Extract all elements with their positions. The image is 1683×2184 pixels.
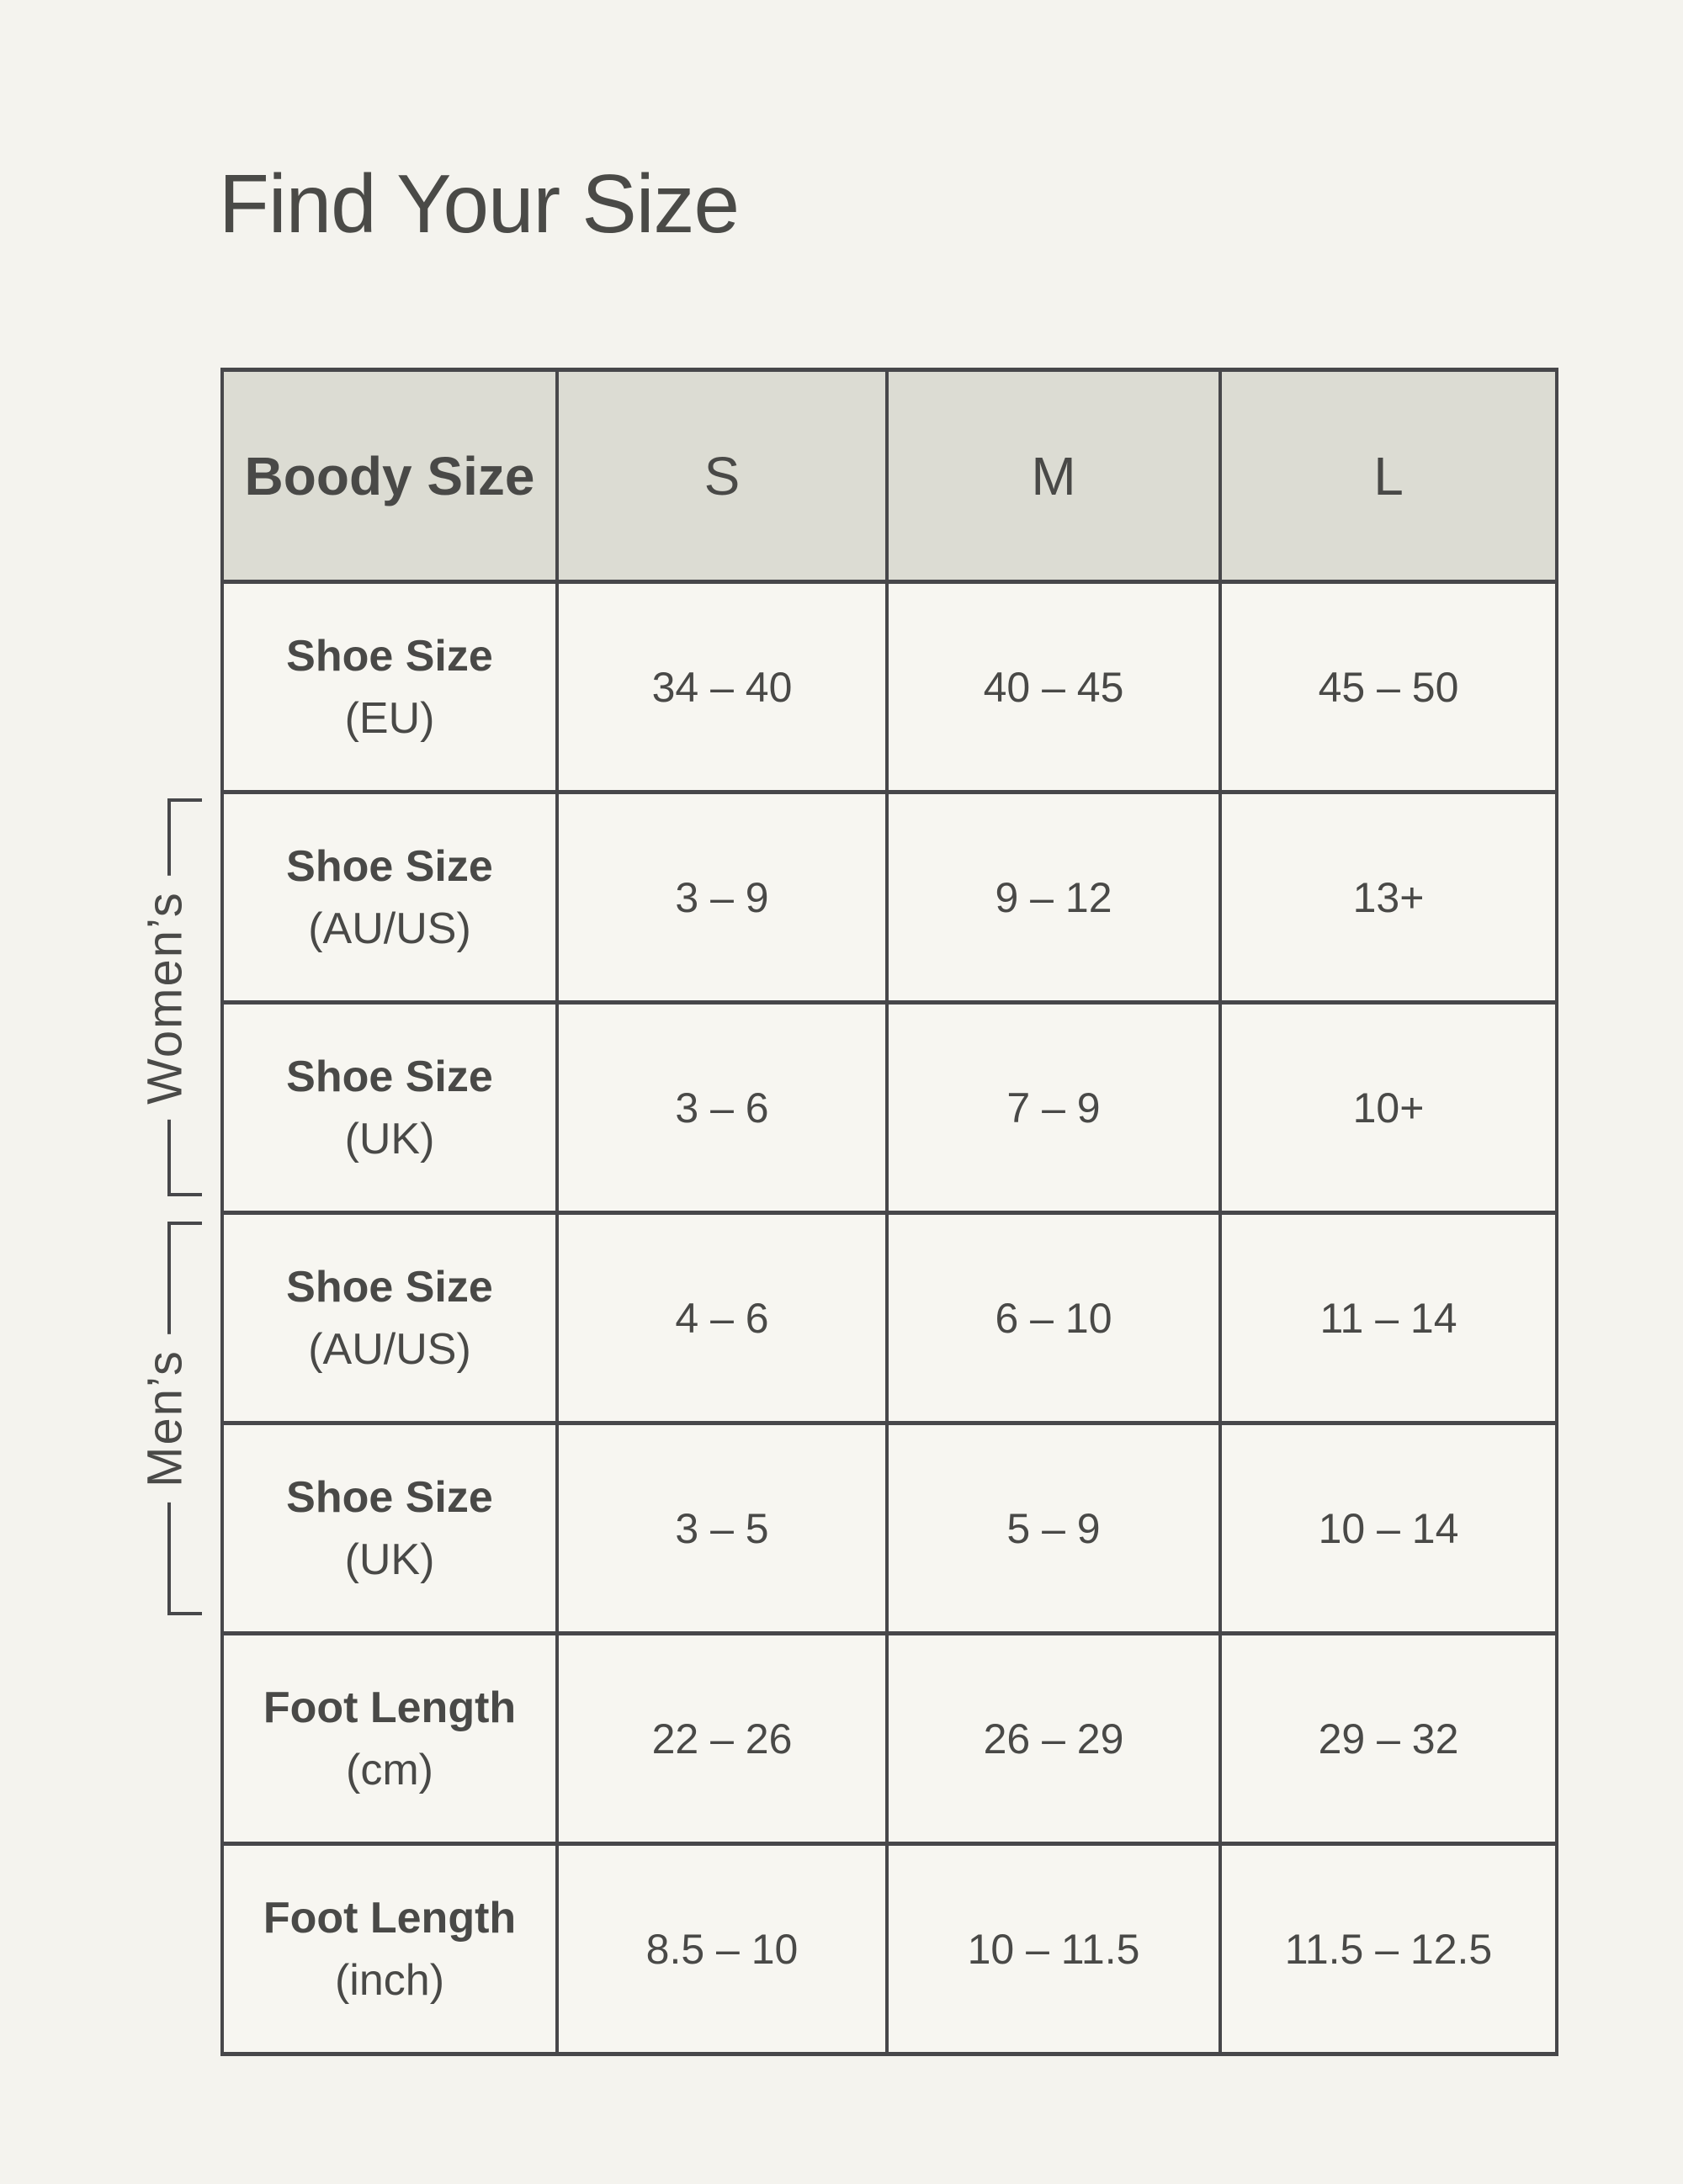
table-row-shoe-au-us-mens: Shoe Size (AU/US) 4 – 6 6 – 10 11 – 14 (220, 1211, 1558, 1425)
cell-size-m: 6 – 10 (885, 1211, 1222, 1425)
row-label-cell: Shoe Size (UK) (220, 1000, 559, 1215)
cell-size-l: 13+ (1218, 790, 1558, 1005)
row-label-cell: Foot Length (cm) (220, 1631, 559, 1846)
mens-group-label: Men’s (136, 1334, 194, 1503)
cell-size-s: 3 – 6 (555, 1000, 889, 1215)
header-row: Boody Size S M L (220, 368, 1558, 584)
header-size-l: L (1218, 368, 1558, 584)
cell-size-s: 22 – 26 (555, 1631, 889, 1846)
row-label-main: Shoe Size (286, 1262, 493, 1312)
cell-size-s: 3 – 9 (555, 790, 889, 1005)
row-label-cell: Shoe Size (AU/US) (220, 1211, 559, 1425)
row-label-cell: Shoe Size (AU/US) (220, 790, 559, 1005)
header-size-s: S (555, 368, 889, 584)
row-label-unit: (AU/US) (308, 1324, 471, 1374)
row-label-main: Foot Length (263, 1683, 517, 1732)
cell-size-l: 11 – 14 (1218, 1211, 1558, 1425)
header-size-m: M (885, 368, 1222, 584)
table-row-shoe-uk-mens: Shoe Size (UK) 3 – 5 5 – 9 10 – 14 (220, 1421, 1558, 1635)
row-label-cell: Shoe Size (UK) (220, 1421, 559, 1635)
cell-size-m: 40 – 45 (885, 580, 1222, 794)
mens-bracket-bottom-tick (167, 1612, 202, 1615)
row-label-main: Foot Length (263, 1893, 517, 1943)
cell-size-s: 8.5 – 10 (555, 1842, 889, 2056)
cell-size-s: 34 – 40 (555, 580, 889, 794)
cell-size-m: 5 – 9 (885, 1421, 1222, 1635)
size-table: Boody Size S M L Shoe Size (EU) 34 – 40 … (220, 368, 1558, 2056)
womens-group-label: Women’s (136, 876, 194, 1120)
table-row-shoe-eu: Shoe Size (EU) 34 – 40 40 – 45 45 – 50 (220, 580, 1558, 794)
table-row-foot-length-cm: Foot Length (cm) 22 – 26 26 – 29 29 – 32 (220, 1631, 1558, 1846)
cell-size-s: 4 – 6 (555, 1211, 889, 1425)
row-label-unit: (UK) (344, 1535, 435, 1584)
cell-size-m: 9 – 12 (885, 790, 1222, 1005)
table-row-shoe-uk-womens: Shoe Size (UK) 3 – 6 7 – 9 10+ (220, 1000, 1558, 1215)
header-boody-size: Boody Size (220, 368, 559, 584)
row-label-main: Shoe Size (286, 1052, 493, 1101)
cell-size-s: 3 – 5 (555, 1421, 889, 1635)
cell-size-l: 29 – 32 (1218, 1631, 1558, 1846)
row-label-unit: (AU/US) (308, 904, 471, 953)
size-table-header: Boody Size S M L (220, 368, 1558, 584)
page-title: Find Your Size (219, 157, 740, 250)
row-label-cell: Foot Length (inch) (220, 1842, 559, 2056)
row-label-unit: (UK) (344, 1114, 435, 1164)
cell-size-l: 10 – 14 (1218, 1421, 1558, 1635)
cell-size-m: 26 – 29 (885, 1631, 1222, 1846)
cell-size-l: 45 – 50 (1218, 580, 1558, 794)
table-row-shoe-au-us-womens: Shoe Size (AU/US) 3 – 9 9 – 12 13+ (220, 790, 1558, 1005)
row-label-unit: (cm) (346, 1745, 433, 1794)
mens-bracket-top-tick (167, 1222, 202, 1225)
womens-bracket-bottom-tick (167, 1193, 202, 1196)
cell-size-l: 11.5 – 12.5 (1218, 1842, 1558, 2056)
cell-size-m: 7 – 9 (885, 1000, 1222, 1215)
womens-bracket-top-tick (167, 798, 202, 802)
table-row-foot-length-inch: Foot Length (inch) 8.5 – 10 10 – 11.5 11… (220, 1842, 1558, 2056)
cell-size-m: 10 – 11.5 (885, 1842, 1222, 2056)
row-label-main: Shoe Size (286, 1472, 493, 1522)
row-label-main: Shoe Size (286, 841, 493, 891)
cell-size-l: 10+ (1218, 1000, 1558, 1215)
row-label-cell: Shoe Size (EU) (220, 580, 559, 794)
size-table-body: Shoe Size (EU) 34 – 40 40 – 45 45 – 50 S… (220, 580, 1558, 2056)
row-label-unit: (EU) (344, 693, 435, 743)
row-label-unit: (inch) (334, 1955, 445, 2005)
row-label-main: Shoe Size (286, 631, 493, 681)
